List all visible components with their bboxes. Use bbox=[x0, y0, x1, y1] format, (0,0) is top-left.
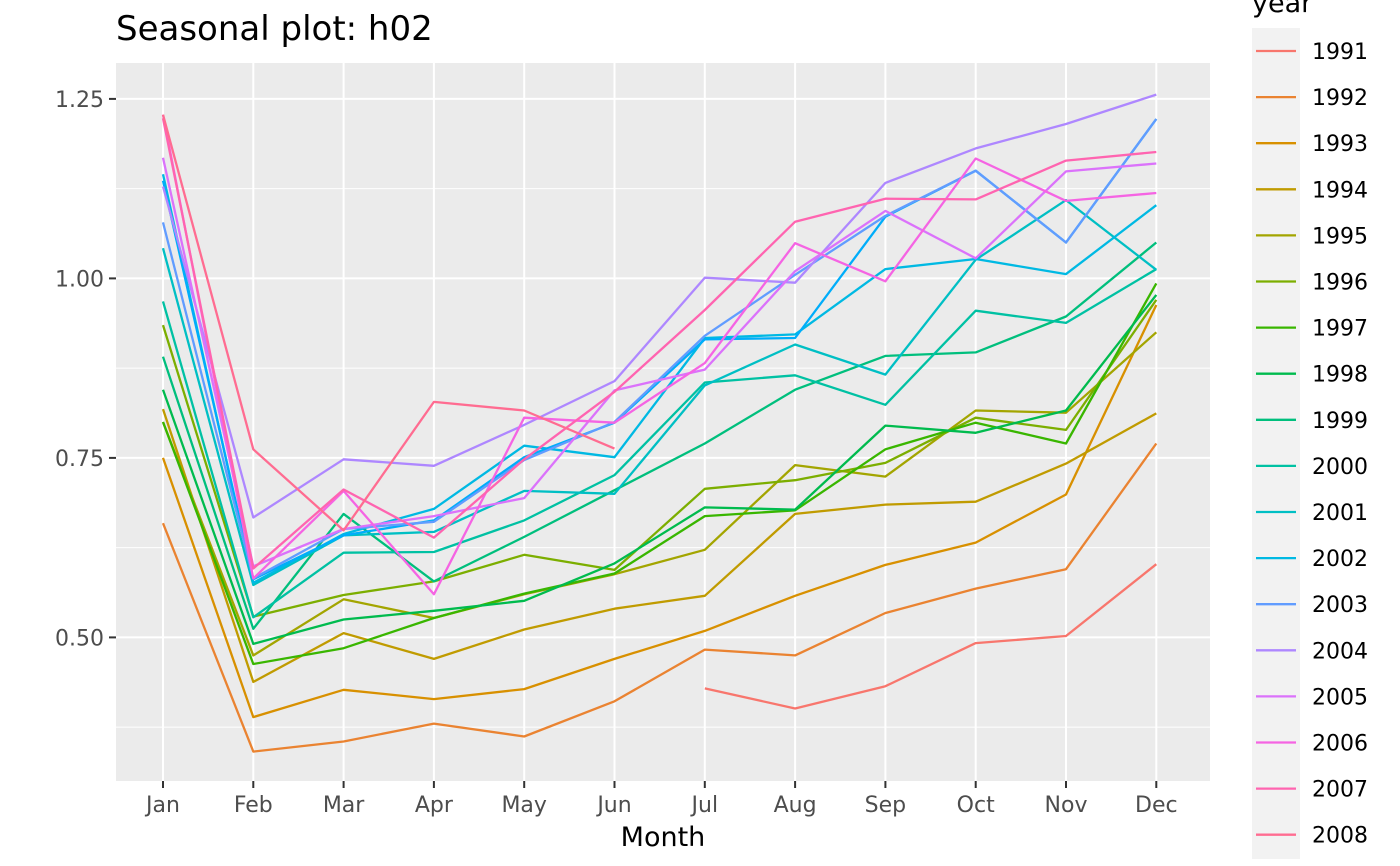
series-line-2008 bbox=[161, 118, 1157, 570]
x-tick-label: Sep bbox=[865, 793, 906, 818]
x-tick-label: Apr bbox=[415, 793, 454, 818]
legend-label: 2006 bbox=[1312, 732, 1368, 757]
x-tick-label: Jul bbox=[690, 793, 719, 818]
legend-label: 2003 bbox=[1312, 593, 1368, 618]
legend-key-background bbox=[1252, 28, 1300, 859]
legend-label: 2008 bbox=[1312, 824, 1368, 849]
y-axis: 0.50 0.75 1.00 1.25 bbox=[55, 88, 116, 651]
series-line-1994 bbox=[161, 408, 1157, 684]
series-line-1995 bbox=[161, 331, 1158, 657]
x-tick-label: Mar bbox=[323, 793, 365, 818]
chart-title: Seasonal plot: h02 bbox=[116, 9, 433, 49]
y-tick-label: 1.00 bbox=[55, 267, 104, 292]
x-tick-label: Jun bbox=[595, 793, 631, 818]
series-line-2000 bbox=[161, 268, 1157, 619]
legend-label: 1992 bbox=[1312, 86, 1368, 111]
series-line-1999 bbox=[161, 241, 1158, 630]
series-lines bbox=[161, 93, 1158, 753]
legend-label: 2004 bbox=[1312, 639, 1368, 664]
series-line-1996 bbox=[161, 299, 1158, 618]
y-tick-label: 0.50 bbox=[55, 626, 104, 651]
y-tick-label: 0.75 bbox=[55, 447, 104, 472]
x-tick-label: May bbox=[501, 793, 546, 818]
legend-label: 1991 bbox=[1312, 40, 1368, 65]
x-tick-label: Oct bbox=[957, 793, 995, 818]
legend-label: 2005 bbox=[1312, 685, 1368, 710]
legend-title: year bbox=[1252, 0, 1313, 19]
legend-label: 2007 bbox=[1312, 778, 1368, 803]
series-line-1992 bbox=[161, 442, 1158, 753]
x-tick-label: Jan bbox=[144, 793, 180, 818]
legend-label: 1994 bbox=[1312, 178, 1368, 203]
legend-label: 1999 bbox=[1312, 409, 1368, 434]
series-line-1998 bbox=[161, 294, 1158, 646]
legend-label: 2002 bbox=[1312, 547, 1368, 572]
series-line-1997 bbox=[161, 282, 1158, 666]
x-tick-label: Aug bbox=[774, 793, 817, 818]
legend-label: 1997 bbox=[1312, 317, 1368, 342]
legend-label: 1996 bbox=[1312, 271, 1368, 296]
series-line-2008b bbox=[161, 114, 615, 532]
legend-label: 1993 bbox=[1312, 132, 1368, 157]
y-tick-label: 1.25 bbox=[55, 88, 104, 113]
x-tick-label: Dec bbox=[1135, 793, 1178, 818]
series-line-2005 bbox=[161, 93, 1157, 519]
series-line-1991 bbox=[704, 563, 1158, 710]
series-line-2007 bbox=[161, 114, 1157, 596]
legend-label: 2000 bbox=[1312, 455, 1368, 480]
series-line-2006 bbox=[161, 157, 1157, 568]
x-tick-label: Feb bbox=[234, 793, 273, 818]
legend-label: 1995 bbox=[1312, 224, 1368, 249]
legend-label: 2001 bbox=[1312, 501, 1368, 526]
x-tick-label: Nov bbox=[1045, 793, 1088, 818]
x-axis: Jan Feb Mar Apr May Jun Jul Aug Sep Oct Nov Dec bbox=[144, 781, 1178, 818]
legend: 1991 1992 1993 1994 1995 1996 1997 1998 1999 2000… bbox=[1256, 40, 1368, 849]
series-line-1993 bbox=[161, 304, 1158, 719]
x-axis-title: Month bbox=[621, 822, 706, 853]
legend-label: 1998 bbox=[1312, 363, 1368, 388]
